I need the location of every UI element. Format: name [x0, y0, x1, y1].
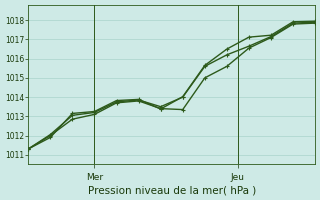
X-axis label: Pression niveau de la mer( hPa ): Pression niveau de la mer( hPa ) — [88, 185, 256, 195]
